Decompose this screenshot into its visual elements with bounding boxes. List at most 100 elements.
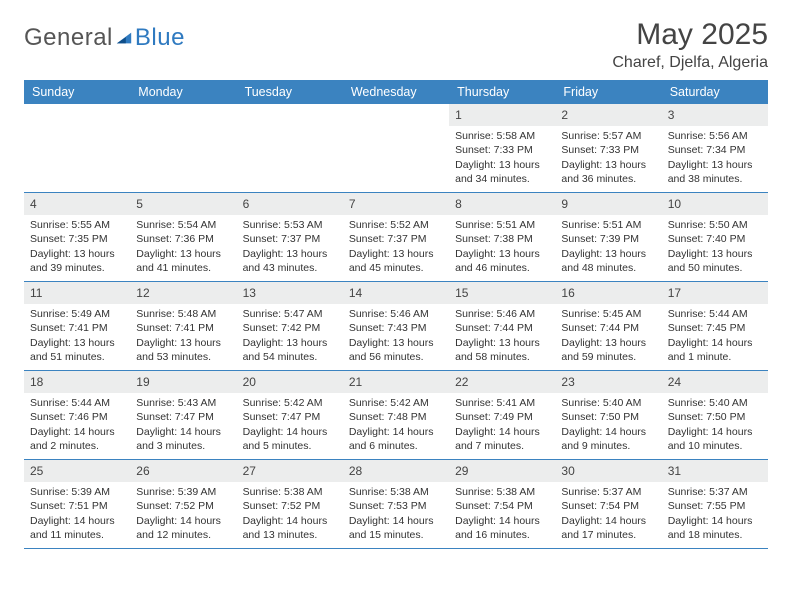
brand-name-b: Blue <box>135 24 185 52</box>
calendar-day: 31Sunrise: 5:37 AMSunset: 7:55 PMDayligh… <box>662 460 768 548</box>
calendar-day: 3Sunrise: 5:56 AMSunset: 7:34 PMDaylight… <box>662 104 768 192</box>
sunrise-text: Sunrise: 5:43 AM <box>136 396 230 410</box>
calendar-week: 18Sunrise: 5:44 AMSunset: 7:46 PMDayligh… <box>24 371 768 460</box>
sunrise-text: Sunrise: 5:39 AM <box>136 485 230 499</box>
day-number: 2 <box>555 104 661 126</box>
day-body: Sunrise: 5:50 AMSunset: 7:40 PMDaylight:… <box>662 215 768 281</box>
calendar-day: 4Sunrise: 5:55 AMSunset: 7:35 PMDaylight… <box>24 193 130 281</box>
day-body: Sunrise: 5:43 AMSunset: 7:47 PMDaylight:… <box>130 393 236 459</box>
calendar-day <box>24 104 130 192</box>
sunset-text: Sunset: 7:48 PM <box>349 410 443 424</box>
sunrise-text: Sunrise: 5:42 AM <box>349 396 443 410</box>
day-number: 7 <box>343 193 449 215</box>
day-number: 29 <box>449 460 555 482</box>
day-body: Sunrise: 5:46 AMSunset: 7:44 PMDaylight:… <box>449 304 555 370</box>
day-number: 8 <box>449 193 555 215</box>
day-body: Sunrise: 5:39 AMSunset: 7:51 PMDaylight:… <box>24 482 130 548</box>
day-number: 16 <box>555 282 661 304</box>
weekday-header: Friday <box>555 80 661 104</box>
day-number: 27 <box>237 460 343 482</box>
day-body: Sunrise: 5:56 AMSunset: 7:34 PMDaylight:… <box>662 126 768 192</box>
day-number: 3 <box>662 104 768 126</box>
calendar-day <box>237 104 343 192</box>
weekday-header: Saturday <box>662 80 768 104</box>
calendar-day: 27Sunrise: 5:38 AMSunset: 7:52 PMDayligh… <box>237 460 343 548</box>
calendar-day: 26Sunrise: 5:39 AMSunset: 7:52 PMDayligh… <box>130 460 236 548</box>
weekday-header: Thursday <box>449 80 555 104</box>
calendar-week: 4Sunrise: 5:55 AMSunset: 7:35 PMDaylight… <box>24 193 768 282</box>
day-number: 10 <box>662 193 768 215</box>
day-number: 31 <box>662 460 768 482</box>
sunset-text: Sunset: 7:47 PM <box>243 410 337 424</box>
sunset-text: Sunset: 7:53 PM <box>349 499 443 513</box>
day-body: Sunrise: 5:47 AMSunset: 7:42 PMDaylight:… <box>237 304 343 370</box>
day-number: 17 <box>662 282 768 304</box>
day-body: Sunrise: 5:40 AMSunset: 7:50 PMDaylight:… <box>555 393 661 459</box>
sunrise-text: Sunrise: 5:58 AM <box>455 129 549 143</box>
day-number: 20 <box>237 371 343 393</box>
sunrise-text: Sunrise: 5:40 AM <box>561 396 655 410</box>
day-number: 15 <box>449 282 555 304</box>
calendar-grid: 1Sunrise: 5:58 AMSunset: 7:33 PMDaylight… <box>24 104 768 549</box>
day-body: Sunrise: 5:46 AMSunset: 7:43 PMDaylight:… <box>343 304 449 370</box>
sunrise-text: Sunrise: 5:38 AM <box>455 485 549 499</box>
day-body: Sunrise: 5:38 AMSunset: 7:52 PMDaylight:… <box>237 482 343 548</box>
sunset-text: Sunset: 7:52 PM <box>136 499 230 513</box>
calendar-day: 11Sunrise: 5:49 AMSunset: 7:41 PMDayligh… <box>24 282 130 370</box>
day-number: 12 <box>130 282 236 304</box>
day-number: 22 <box>449 371 555 393</box>
day-body: Sunrise: 5:37 AMSunset: 7:54 PMDaylight:… <box>555 482 661 548</box>
day-body: Sunrise: 5:39 AMSunset: 7:52 PMDaylight:… <box>130 482 236 548</box>
daylight-text: Daylight: 13 hours and 53 minutes. <box>136 336 230 364</box>
sunrise-text: Sunrise: 5:54 AM <box>136 218 230 232</box>
daylight-text: Daylight: 14 hours and 17 minutes. <box>561 514 655 542</box>
weekday-header-row: Sunday Monday Tuesday Wednesday Thursday… <box>24 80 768 104</box>
calendar-day: 17Sunrise: 5:44 AMSunset: 7:45 PMDayligh… <box>662 282 768 370</box>
daylight-text: Daylight: 14 hours and 6 minutes. <box>349 425 443 453</box>
sunset-text: Sunset: 7:51 PM <box>30 499 124 513</box>
day-number: 9 <box>555 193 661 215</box>
sunset-text: Sunset: 7:52 PM <box>243 499 337 513</box>
calendar-day: 7Sunrise: 5:52 AMSunset: 7:37 PMDaylight… <box>343 193 449 281</box>
day-body: Sunrise: 5:48 AMSunset: 7:41 PMDaylight:… <box>130 304 236 370</box>
calendar-day: 9Sunrise: 5:51 AMSunset: 7:39 PMDaylight… <box>555 193 661 281</box>
daylight-text: Daylight: 14 hours and 16 minutes. <box>455 514 549 542</box>
sunrise-text: Sunrise: 5:56 AM <box>668 129 762 143</box>
sunset-text: Sunset: 7:43 PM <box>349 321 443 335</box>
calendar-day: 30Sunrise: 5:37 AMSunset: 7:54 PMDayligh… <box>555 460 661 548</box>
day-number: 18 <box>24 371 130 393</box>
daylight-text: Daylight: 14 hours and 18 minutes. <box>668 514 762 542</box>
day-number: 6 <box>237 193 343 215</box>
day-body: Sunrise: 5:38 AMSunset: 7:54 PMDaylight:… <box>449 482 555 548</box>
sunset-text: Sunset: 7:50 PM <box>668 410 762 424</box>
calendar-day: 5Sunrise: 5:54 AMSunset: 7:36 PMDaylight… <box>130 193 236 281</box>
sunset-text: Sunset: 7:44 PM <box>561 321 655 335</box>
daylight-text: Daylight: 14 hours and 1 minute. <box>668 336 762 364</box>
sunrise-text: Sunrise: 5:38 AM <box>349 485 443 499</box>
calendar-day: 21Sunrise: 5:42 AMSunset: 7:48 PMDayligh… <box>343 371 449 459</box>
calendar-day: 2Sunrise: 5:57 AMSunset: 7:33 PMDaylight… <box>555 104 661 192</box>
sunset-text: Sunset: 7:35 PM <box>30 232 124 246</box>
sunset-text: Sunset: 7:37 PM <box>243 232 337 246</box>
day-body: Sunrise: 5:44 AMSunset: 7:46 PMDaylight:… <box>24 393 130 459</box>
daylight-text: Daylight: 13 hours and 36 minutes. <box>561 158 655 186</box>
sunrise-text: Sunrise: 5:53 AM <box>243 218 337 232</box>
day-body: Sunrise: 5:51 AMSunset: 7:39 PMDaylight:… <box>555 215 661 281</box>
sunset-text: Sunset: 7:33 PM <box>455 143 549 157</box>
sunrise-text: Sunrise: 5:37 AM <box>561 485 655 499</box>
sunrise-text: Sunrise: 5:52 AM <box>349 218 443 232</box>
sunset-text: Sunset: 7:38 PM <box>455 232 549 246</box>
sunset-text: Sunset: 7:41 PM <box>136 321 230 335</box>
day-body: Sunrise: 5:38 AMSunset: 7:53 PMDaylight:… <box>343 482 449 548</box>
daylight-text: Daylight: 13 hours and 43 minutes. <box>243 247 337 275</box>
sunset-text: Sunset: 7:41 PM <box>30 321 124 335</box>
sunrise-text: Sunrise: 5:44 AM <box>668 307 762 321</box>
day-number: 19 <box>130 371 236 393</box>
daylight-text: Daylight: 14 hours and 3 minutes. <box>136 425 230 453</box>
daylight-text: Daylight: 13 hours and 34 minutes. <box>455 158 549 186</box>
sunrise-text: Sunrise: 5:41 AM <box>455 396 549 410</box>
day-body: Sunrise: 5:42 AMSunset: 7:48 PMDaylight:… <box>343 393 449 459</box>
brand-logo: General Blue <box>24 24 185 52</box>
calendar-day: 29Sunrise: 5:38 AMSunset: 7:54 PMDayligh… <box>449 460 555 548</box>
calendar-day: 12Sunrise: 5:48 AMSunset: 7:41 PMDayligh… <box>130 282 236 370</box>
